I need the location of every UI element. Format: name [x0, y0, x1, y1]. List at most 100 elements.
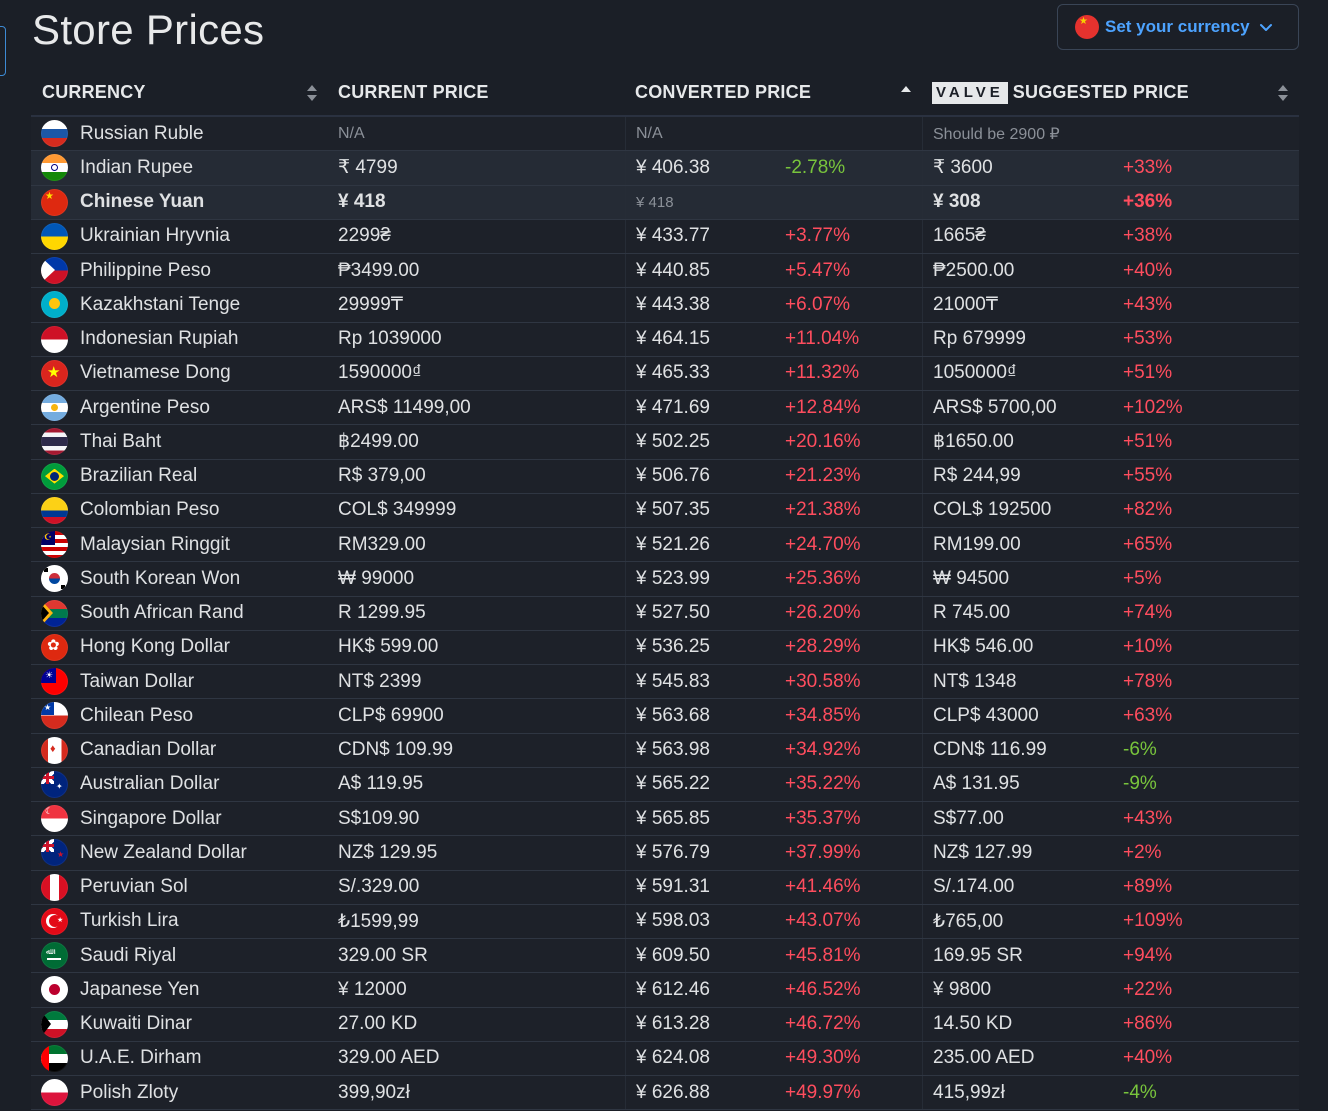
suggested-price-cell: Rp 679999 +53% [922, 323, 1299, 356]
table-row[interactable]: ✦ Australian Dollar A$ 119.95 ¥ 565.22 +35.2… [31, 768, 1299, 802]
jp-flag-icon [41, 976, 68, 1003]
converted-price: ¥ 598.03 [636, 910, 785, 932]
table-row[interactable]: Kuwaiti Dinar 27.00 KD ¥ 613.28 +46.72% 14.5… [31, 1008, 1299, 1042]
table-row[interactable]: Colombian Peso COL$ 349999 ¥ 507.35 +21.38%… [31, 494, 1299, 528]
currency-cell: ★ Turkish Lira [31, 905, 328, 938]
converted-price-cell: ¥ 502.25 +20.16% [625, 425, 922, 458]
suggested-percent: +74% [1123, 602, 1172, 624]
table-row[interactable]: ♦ Canadian Dollar CDN$ 109.99 ¥ 563.98 +34.9… [31, 734, 1299, 768]
currency-cell: Kazakhstani Tenge [31, 288, 328, 321]
converted-price: ¥ 565.85 [636, 808, 785, 830]
table-row[interactable]: ★ New Zealand Dollar NZ$ 129.95 ¥ 576.79 +37… [31, 836, 1299, 870]
table-row[interactable]: Polish Zloty 399,90zł ¥ 626.88 +49.97% 415,9… [31, 1076, 1299, 1110]
current-price: ₺1599,99 [338, 910, 419, 933]
converted-percent: +35.37% [785, 808, 861, 830]
table-row[interactable]: Japanese Yen ¥ 12000 ¥ 612.46 +46.52% ¥ 9800… [31, 973, 1299, 1007]
table-row[interactable]: ★ Vietnamese Dong 1590000₫ ¥ 465.33 +11.32% 1… [31, 357, 1299, 391]
currency-name: Hong Kong Dollar [80, 636, 230, 658]
currency-name: Turkish Lira [80, 910, 179, 932]
table-row[interactable]: ★ Chilean Peso CLP$ 69900 ¥ 563.68 +34.85% CL… [31, 699, 1299, 733]
table-row[interactable]: U.A.E. Dirham 329.00 AED ¥ 624.08 +49.30% 23… [31, 1042, 1299, 1076]
current-price: 329.00 AED [338, 1047, 439, 1069]
converted-price: ¥ 624.08 [636, 1047, 785, 1069]
table-row[interactable]: Philippine Peso ₱3499.00 ¥ 440.85 +5.47% ₱25… [31, 254, 1299, 288]
converted-percent: +24.70% [785, 534, 861, 556]
table-row[interactable]: South Korean Won ₩ 99000 ¥ 523.99 +25.36% ₩ … [31, 562, 1299, 596]
ae-flag-icon [41, 1045, 68, 1072]
ru-flag-icon [41, 120, 68, 147]
converted-price-cell: ¥ 613.28 +46.72% [625, 1008, 922, 1041]
sort-ascending-icon [900, 84, 912, 102]
au-flag-icon: ✦ [41, 771, 68, 798]
currency-cell: Kuwaiti Dinar [31, 1008, 328, 1041]
set-currency-button[interactable]: Set your currency [1057, 4, 1299, 50]
cl-flag-icon: ★ [41, 702, 68, 729]
table-row[interactable]: ★ Chinese Yuan ¥ 418 ¥ 418 ¥ 308 +36% [31, 186, 1299, 220]
sort-both-icon [1277, 84, 1289, 102]
vn-flag-icon: ★ [41, 360, 68, 387]
table-row[interactable]: Russian Ruble N/A N/A Should be 2900 ₽ [31, 117, 1299, 151]
table-row[interactable]: Argentine Peso ARS$ 11499,00 ¥ 471.69 +12.8… [31, 391, 1299, 425]
table-row[interactable]: ☪ Malaysian Ringgit RM329.00 ¥ 521.26 +24.70… [31, 528, 1299, 562]
suggested-percent: -9% [1123, 773, 1157, 795]
currency-cell: Indonesian Rupiah [31, 323, 328, 356]
side-panel-tab[interactable] [0, 26, 6, 76]
converted-percent: +5.47% [785, 260, 850, 282]
current-price: NT$ 2399 [338, 671, 421, 693]
current-price-cell: RM329.00 [328, 528, 625, 561]
suggested-percent: +89% [1123, 876, 1172, 898]
converted-price-cell: ¥ 612.46 +46.52% [625, 973, 922, 1006]
currency-cell: ☀ Taiwan Dollar [31, 665, 328, 698]
currency-cell: ☾ Singapore Dollar [31, 802, 328, 835]
table-row[interactable]: South African Rand R 1299.95 ¥ 527.50 +26.2… [31, 597, 1299, 631]
current-price: S$109.90 [338, 808, 419, 830]
table-row[interactable]: ☀ Taiwan Dollar NT$ 2399 ¥ 545.83 +30.58% NT$… [31, 665, 1299, 699]
suggested-price: COL$ 192500 [933, 499, 1123, 521]
suggested-price-cell: CLP$ 43000 +63% [922, 699, 1299, 732]
current-price: ₹ 4799 [338, 156, 398, 179]
column-header-converted-price[interactable]: CONVERTED PRICE [625, 69, 922, 116]
table-row[interactable]: Peruvian Sol S/.329.00 ¥ 591.31 +41.46% S/.1… [31, 871, 1299, 905]
converted-percent: +35.22% [785, 773, 861, 795]
th-flag-icon [41, 428, 68, 455]
id-flag-icon [41, 326, 68, 353]
suggested-price: 14.50 KD [933, 1013, 1123, 1035]
table-row[interactable]: Indian Rupee ₹ 4799 ¥ 406.38 -2.78% ₹ 3600 +3… [31, 151, 1299, 185]
suggested-price-cell: ARS$ 5700,00 +102% [922, 391, 1299, 424]
currency-name: Canadian Dollar [80, 739, 216, 761]
suggested-percent: +43% [1123, 294, 1172, 316]
current-price: 329.00 SR [338, 945, 428, 967]
suggested-price: Should be 2900 ₽ [933, 124, 1123, 144]
table-row[interactable]: ☾ Singapore Dollar S$109.90 ¥ 565.85 +35.37%… [31, 802, 1299, 836]
table-row[interactable]: ★ Turkish Lira ₺1599,99 ¥ 598.03 +43.07% ₺765… [31, 905, 1299, 939]
table-row[interactable]: ✿ Hong Kong Dollar HK$ 599.00 ¥ 536.25 +28.2… [31, 631, 1299, 665]
converted-price: ¥ 609.50 [636, 945, 785, 967]
converted-price-cell: ¥ 591.31 +41.46% [625, 871, 922, 904]
table-row[interactable]: Brazilian Real R$ 379,00 ¥ 506.76 +21.23% R$… [31, 460, 1299, 494]
suggested-percent: +86% [1123, 1013, 1172, 1035]
converted-percent: +20.16% [785, 431, 861, 453]
converted-price-cell: ¥ 565.85 +35.37% [625, 802, 922, 835]
table-row[interactable]: Indonesian Rupiah Rp 1039000 ¥ 464.15 +11.0… [31, 323, 1299, 357]
table-row[interactable]: Ukrainian Hryvnia 2299₴ ¥ 433.77 +3.77% 1665… [31, 220, 1299, 254]
converted-percent: +6.07% [785, 294, 850, 316]
suggested-percent: +40% [1123, 260, 1172, 282]
suggested-percent: +2% [1123, 842, 1162, 864]
column-header-currency[interactable]: CURRENCY [31, 69, 328, 116]
kz-flag-icon [41, 291, 68, 318]
kr-flag-icon [41, 565, 68, 592]
column-header-suggested-price[interactable]: VALVE SUGGESTED PRICE [922, 69, 1299, 116]
suggested-price-cell: ¥ 9800 +22% [922, 973, 1299, 1006]
suggested-percent: +55% [1123, 465, 1172, 487]
ca-flag-icon: ♦ [41, 737, 68, 764]
table-row[interactable]: Thai Baht ฿2499.00 ¥ 502.25 +20.16% ฿1650.00… [31, 425, 1299, 459]
converted-price: ¥ 502.25 [636, 431, 785, 453]
currency-cell: Thai Baht [31, 425, 328, 458]
current-price: ¥ 12000 [338, 979, 407, 1001]
converted-percent: +26.20% [785, 602, 861, 624]
suggested-price-cell: 1665₴ +38% [922, 220, 1299, 253]
column-header-current-price[interactable]: CURRENT PRICE [328, 69, 625, 116]
table-row[interactable]: Kazakhstani Tenge 29999₸ ¥ 443.38 +6.07% 210… [31, 288, 1299, 322]
in-flag-icon [41, 154, 68, 181]
table-row[interactable]: ﷲ Saudi Riyal 329.00 SR ¥ 609.50 +45.81% 169.… [31, 939, 1299, 973]
